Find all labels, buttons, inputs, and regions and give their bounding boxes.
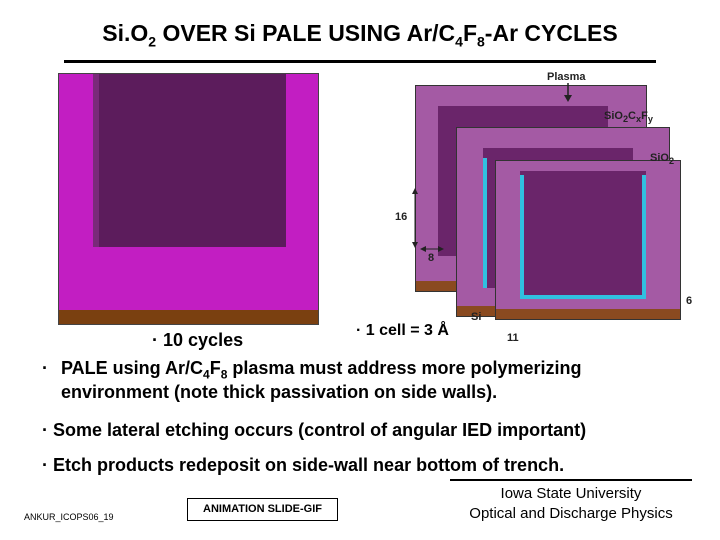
simulation-image-main (58, 73, 319, 325)
org-name: Iowa State University (500, 485, 642, 502)
dim-11-label: 11 (507, 332, 519, 344)
org-footer: Iowa State University Optical and Discha… (450, 484, 692, 524)
frame-3-trench (520, 171, 646, 299)
plasma-arrow-icon (564, 83, 572, 102)
sio2-label: SiO2 (650, 152, 675, 167)
frame-3-silicon (496, 309, 680, 319)
frame-3-passivation-left (520, 175, 524, 299)
org-lab: Optical and Discharge Physics (469, 505, 673, 522)
bullet-3: · Etch products redeposit on side-wall n… (42, 455, 565, 475)
bullet-2: · Some lateral etching occurs (control o… (42, 420, 587, 440)
frame-3-passivation-bottom (520, 295, 646, 299)
sio2cxfy-label: SiO2CxFy (604, 110, 653, 125)
silicon-layer (59, 310, 318, 324)
plasma-label: Plasma (547, 71, 586, 83)
title-divider (64, 60, 656, 63)
dim-8-label: 8 (428, 252, 435, 264)
frame-2-passivation (483, 158, 487, 288)
bullet-1: · PALE using Ar/C4F8 plasma must address… (42, 358, 582, 402)
si-label: Si (471, 311, 482, 323)
etched-trench-region (93, 74, 286, 247)
frame-3-passivation-right (642, 175, 646, 299)
slide-id: ANKUR_ICOPS06_19 (24, 512, 114, 522)
animation-slide-label: ANIMATION SLIDE-GIF (187, 498, 338, 521)
simulation-frame-3 (495, 160, 681, 320)
dim-6-label: 6 (686, 295, 693, 307)
slide-title: Si.O2 OVER Si PALE USING Ar/C4F8-Ar CYCL… (102, 20, 618, 50)
dim-16-label: 16 (395, 211, 408, 223)
dim-16-arrow-icon (412, 188, 418, 248)
dim-8-arrow-icon (420, 246, 444, 252)
caption-cycles: · 10 cycles (152, 330, 244, 350)
footer-divider (450, 479, 692, 481)
caption-cell-size: · 1 cell = 3 Å (356, 322, 449, 339)
trench-sidewall (93, 74, 99, 247)
